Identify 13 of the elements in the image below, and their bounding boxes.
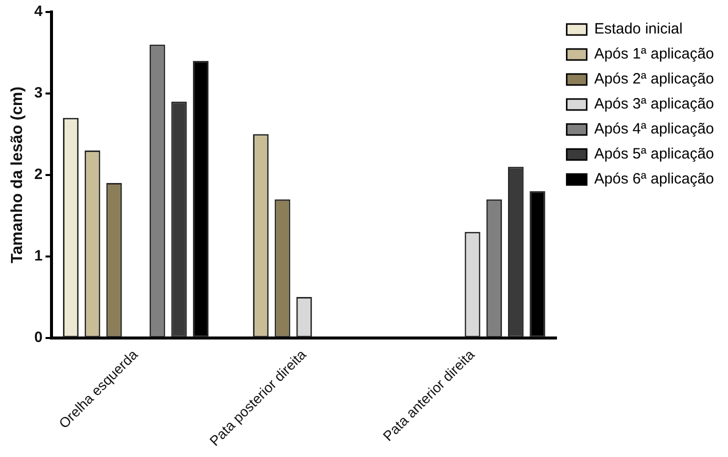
y-tick-label: 1 — [34, 247, 43, 264]
y-tick-label: 2 — [34, 166, 43, 184]
y-tick-label: 3 — [34, 84, 43, 102]
legend-label: Após 1ª aplicação — [594, 46, 714, 63]
legend-label: Após 6ª aplicação — [594, 170, 714, 188]
y-tick-label: 0 — [34, 328, 43, 346]
legend-label: Após 2ª aplicação — [594, 70, 714, 88]
legend-label: Estado inicial — [594, 20, 683, 38]
y-axis-title: Tamanho da lesão (cm) — [9, 86, 26, 264]
legend-label: Após 4ª aplicação — [594, 120, 714, 138]
y-tick-label: 4 — [34, 3, 44, 20]
legend-label: Após 3ª aplicação — [594, 96, 714, 113]
legend-label: Após 5ª aplicação — [594, 146, 714, 163]
